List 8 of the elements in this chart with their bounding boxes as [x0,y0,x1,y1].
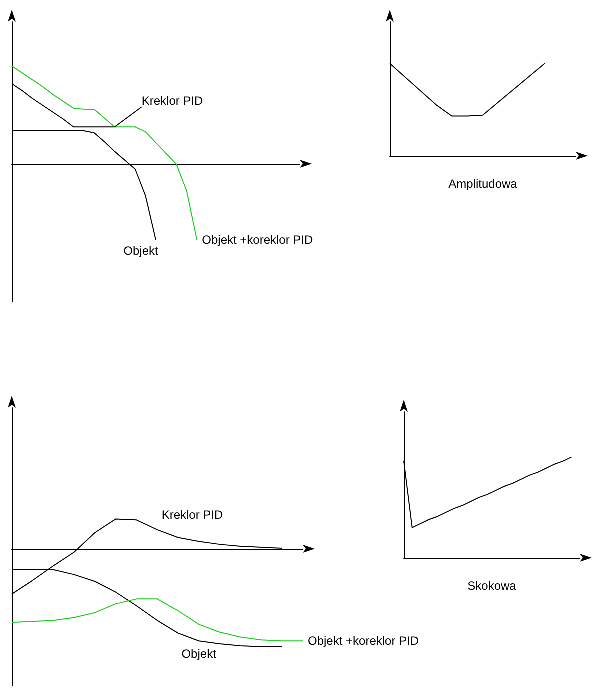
x-axis-title: Amplitudowa [448,177,518,191]
series-label: Objekt [182,647,218,662]
x-axis-title: Skokowa [468,579,517,593]
series-label: Kreklor PID [162,508,224,522]
text: Kreklor PID [142,94,204,108]
series-label: Objekt +koreklor PID [308,634,420,648]
series-label: Objekt +koreklor PID [202,233,314,248]
series-label: Objekt [124,244,160,258]
